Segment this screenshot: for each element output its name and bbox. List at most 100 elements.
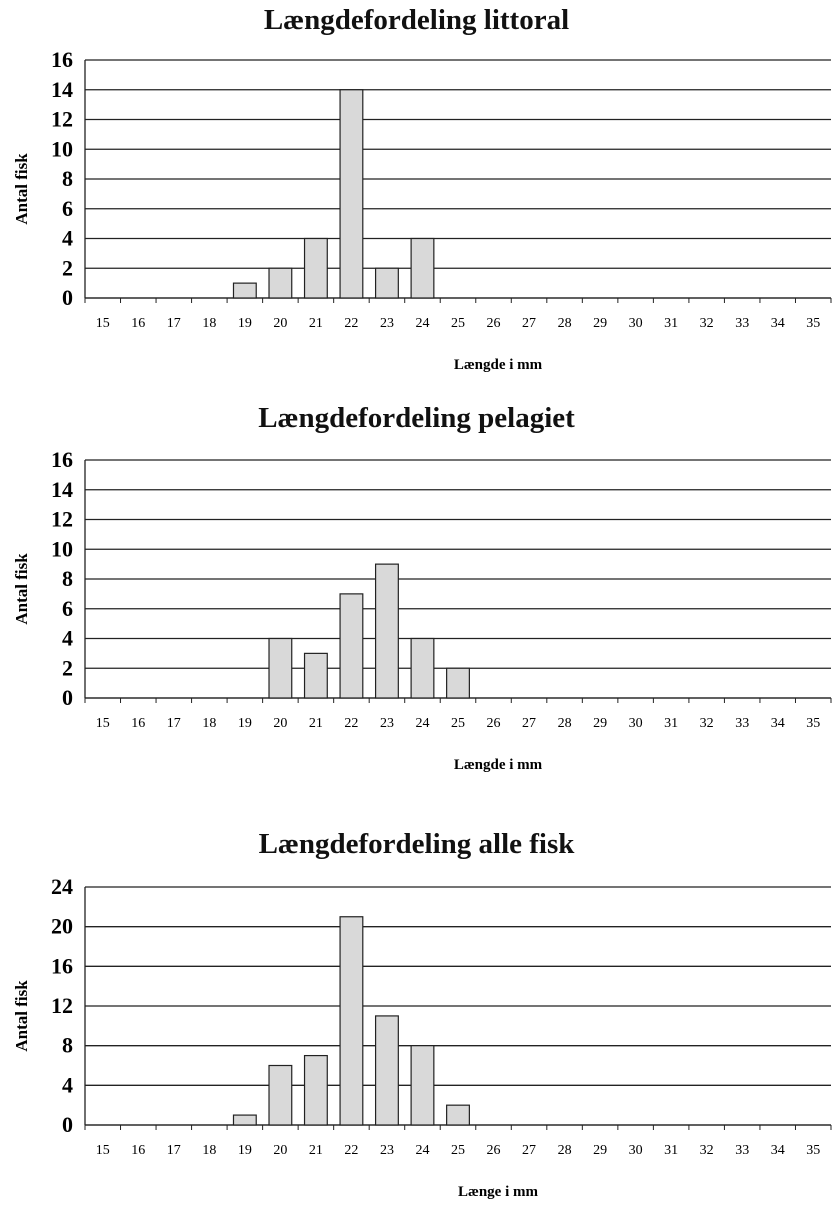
chart-title: Længdefordeling alle fisk (258, 828, 575, 860)
bar (232, 282, 257, 299)
x-tick-label: 16 (131, 1143, 145, 1158)
x-tick-label: 33 (735, 716, 749, 731)
x-tick-label: 28 (558, 1143, 572, 1158)
y-tick-label: 24 (51, 874, 73, 899)
x-tick-label: 34 (771, 316, 785, 331)
bar (232, 1114, 257, 1126)
x-tick-label: 18 (202, 716, 216, 731)
y-tick-label: 6 (62, 596, 73, 621)
bar (268, 267, 293, 299)
x-tick-label: 19 (238, 716, 252, 731)
y-tick-label: 0 (62, 685, 73, 710)
x-tick-label: 26 (487, 316, 501, 331)
bar (339, 916, 364, 1126)
y-tick-label: 8 (62, 1033, 73, 1058)
y-tick-label: 8 (62, 166, 73, 191)
x-tick-label: 15 (96, 716, 110, 731)
bar (268, 1064, 293, 1126)
bar (446, 667, 470, 699)
x-tick-label: 16 (131, 716, 145, 731)
y-tick-label: 12 (51, 507, 73, 532)
x-tick-label: 22 (344, 316, 358, 331)
x-tick-label: 17 (167, 1143, 181, 1158)
y-tick-label: 14 (51, 477, 73, 502)
x-tick-label: 26 (487, 716, 501, 731)
bar (303, 652, 328, 699)
x-tick-label: 31 (664, 716, 678, 731)
x-tick-label: 25 (451, 316, 465, 331)
x-tick-label: 19 (238, 1143, 252, 1158)
x-tick-label: 23 (380, 316, 394, 331)
x-tick-label: 27 (522, 316, 536, 331)
y-tick-label: 10 (51, 136, 73, 161)
chart-title: Længdefordeling littoral (263, 4, 570, 36)
x-tick-label: 35 (806, 1143, 820, 1158)
x-tick-label: 25 (451, 1143, 465, 1158)
x-tick-label: 28 (558, 716, 572, 731)
y-tick-label: 8 (62, 566, 73, 591)
bar (374, 1015, 399, 1126)
x-tick-label: 27 (522, 1143, 536, 1158)
x-tick-label: 21 (309, 1143, 323, 1158)
y-tick-label: 6 (62, 196, 73, 221)
x-tick-label: 21 (309, 716, 323, 731)
x-tick-label: 34 (771, 716, 785, 731)
bar (410, 237, 435, 299)
x-tick-label: 20 (273, 1143, 287, 1158)
y-tick-label: 20 (51, 914, 73, 939)
x-axis-title: Længe i mm (458, 1184, 539, 1200)
x-axis-title: Længde i mm (454, 757, 543, 773)
y-tick-label: 2 (62, 655, 73, 680)
x-tick-label: 32 (700, 716, 714, 731)
x-tick-label: 32 (700, 316, 714, 331)
y-tick-label: 10 (51, 536, 73, 561)
x-tick-label: 18 (202, 1143, 216, 1158)
y-tick-label: 16 (51, 47, 73, 72)
x-tick-label: 28 (558, 316, 572, 331)
bar (374, 563, 399, 699)
bar (303, 1054, 328, 1126)
x-tick-label: 34 (771, 1143, 785, 1158)
chart-title: Længdefordeling pelagiet (258, 402, 575, 434)
x-tick-label: 25 (451, 716, 465, 731)
x-tick-label: 31 (664, 316, 678, 331)
x-tick-label: 24 (415, 1143, 429, 1158)
x-tick-label: 26 (487, 1143, 501, 1158)
x-tick-label: 19 (238, 316, 252, 331)
y-tick-label: 4 (62, 226, 73, 251)
y-tick-label: 2 (62, 255, 73, 280)
x-tick-label: 32 (700, 1143, 714, 1158)
x-tick-label: 23 (380, 1143, 394, 1158)
bar (410, 637, 435, 699)
x-tick-label: 31 (664, 1143, 678, 1158)
bar (410, 1045, 435, 1126)
x-tick-label: 17 (167, 316, 181, 331)
bar (268, 637, 293, 699)
x-tick-label: 20 (273, 716, 287, 731)
y-tick-label: 0 (62, 1112, 73, 1137)
x-tick-label: 33 (735, 316, 749, 331)
bar (339, 89, 364, 299)
x-tick-label: 29 (593, 316, 607, 331)
y-tick-label: 16 (51, 447, 73, 472)
x-tick-label: 35 (806, 716, 820, 731)
y-axis-title: Antal fisk (12, 153, 31, 225)
x-tick-label: 35 (806, 316, 820, 331)
y-tick-label: 4 (62, 1072, 73, 1097)
x-axis-title: Længde i mm (454, 357, 543, 373)
chart-plot: 0 4 8 12 16 20 24 15 16 17 18 19 20 21 22 23 24 25 26 27 28 2… (12, 874, 832, 1200)
y-tick-label: 0 (62, 285, 73, 310)
y-axis-title: Antal fisk (12, 553, 31, 625)
y-tick-label: 12 (51, 107, 73, 132)
x-tick-label: 33 (735, 1143, 749, 1158)
y-tick-label: 12 (51, 993, 73, 1018)
y-tick-label: 4 (62, 626, 73, 651)
bar (303, 237, 328, 299)
y-axis-title: Antal fisk (12, 980, 31, 1052)
x-tick-label: 23 (380, 716, 394, 731)
bar (339, 593, 364, 699)
x-tick-label: 22 (344, 716, 358, 731)
x-tick-label: 17 (167, 716, 181, 731)
